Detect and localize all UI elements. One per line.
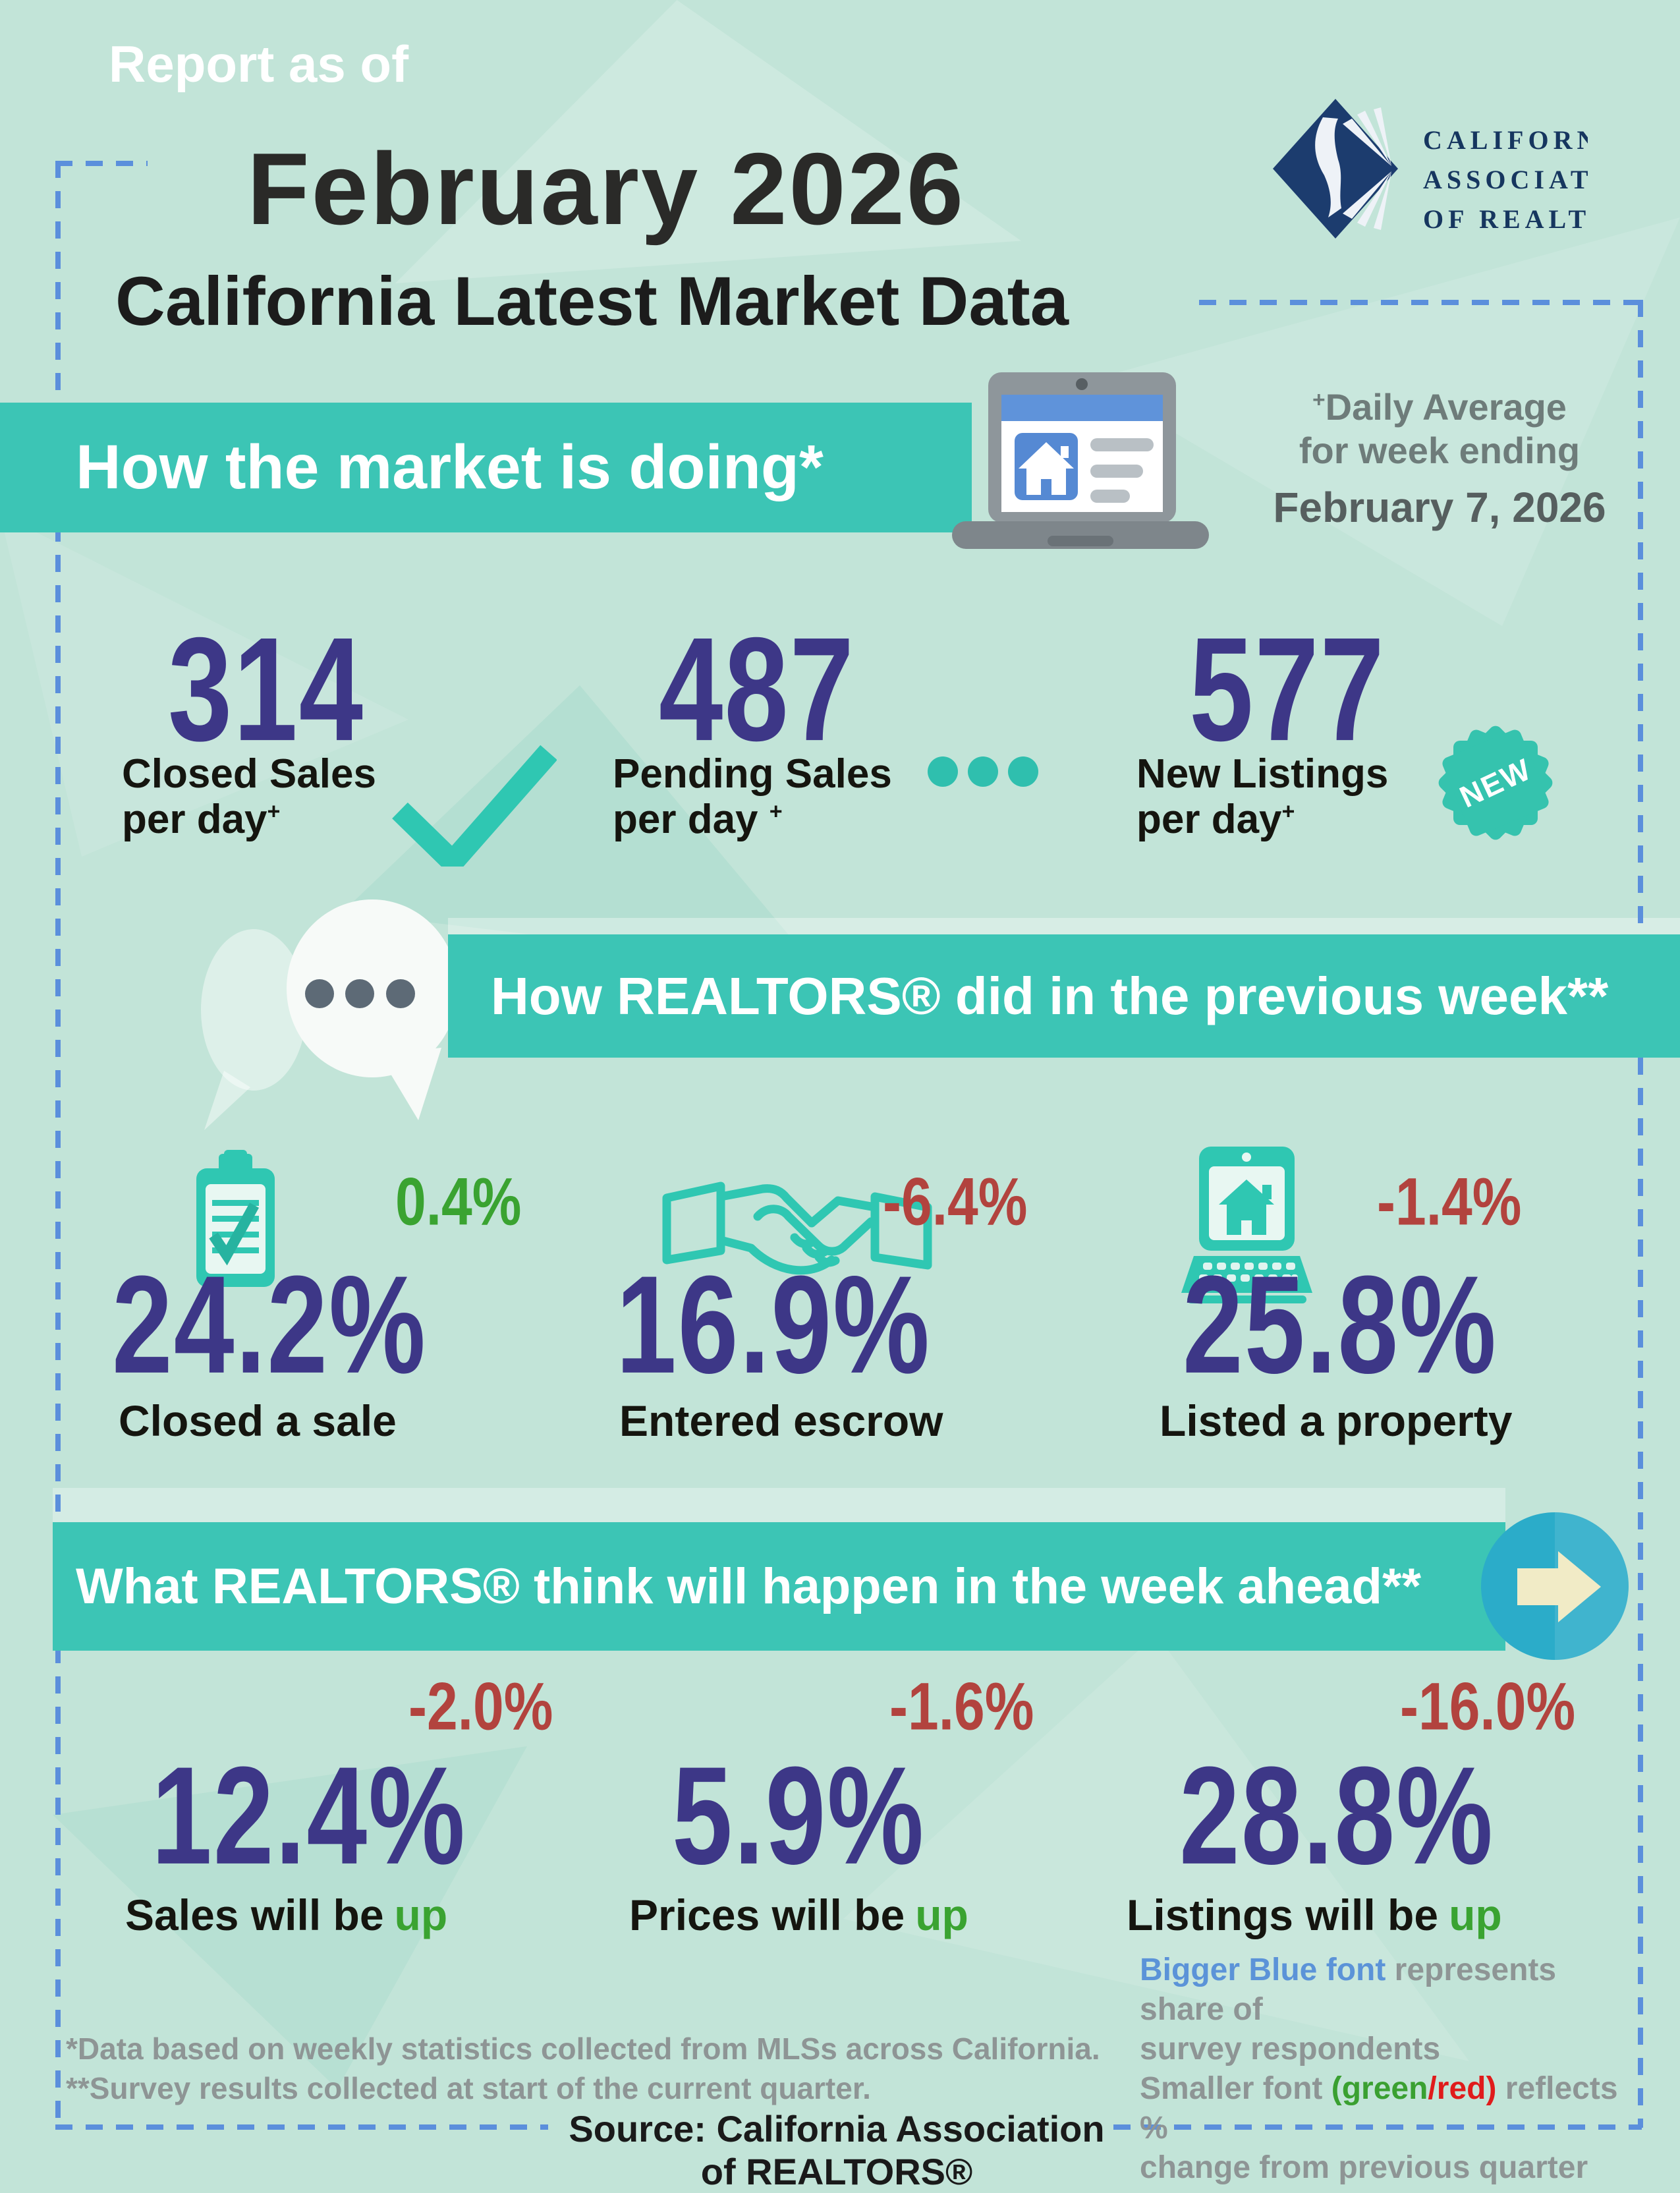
logo-line-3: OF REALTORS®: [1423, 204, 1588, 234]
footnote-1: *Data based on weekly statistics collect…: [66, 2032, 1100, 2066]
banner-previous-week: How REALTORS® did in the previous week**: [448, 934, 1680, 1058]
source-text: Source: California Association of REALTO…: [569, 2108, 1105, 2192]
closed-sales-label: Closed Sales per day+: [122, 751, 376, 843]
car-logo: CALIFORNIA ASSOCIATION OF REALTORS®: [1272, 98, 1678, 242]
clipboard-check-icon: [191, 1150, 280, 1295]
listed-property-label: Listed a property: [1160, 1396, 1513, 1445]
entered-escrow-label: Entered escrow: [619, 1396, 943, 1445]
arrow-right-icon: [1479, 1510, 1631, 1665]
new-listings-value: 577: [1189, 608, 1386, 772]
sales-forecast-change: -2.0%: [408, 1668, 553, 1744]
bubble-dots-icon: [305, 979, 415, 1011]
speech-bubble-tail: [369, 1048, 448, 1130]
logo-line-1: CALIFORNIA: [1423, 125, 1588, 155]
entered-escrow-change: -6.4%: [883, 1163, 1028, 1239]
frame-bottom-right: [1113, 2124, 1642, 2130]
banner-forecast: What REALTORS® think will happen in the …: [53, 1522, 1505, 1651]
background-shape: [448, 918, 1680, 935]
listings-forecast-label: Listings will be up: [1127, 1891, 1502, 1939]
background-shape: [53, 1488, 1505, 1522]
pending-sales-label: Pending Sales per day +: [613, 751, 892, 843]
entered-escrow-value: 16.9%: [616, 1247, 931, 1402]
handshake-icon: [659, 1160, 936, 1305]
listings-forecast-change: -16.0%: [1400, 1668, 1576, 1744]
page-title: February 2026: [246, 132, 966, 246]
legend-green: (green: [1331, 2071, 1428, 2106]
new-badge-label: NEW: [1454, 751, 1537, 814]
closed-sale-value: 24.2%: [112, 1247, 427, 1402]
frame-bottom-left: [55, 2124, 548, 2130]
frame-right: [1638, 300, 1643, 2128]
new-badge-icon: NEW: [1433, 720, 1558, 845]
footnotes: *Data based on weekly statistics collect…: [66, 2030, 1100, 2109]
frame-left: [55, 161, 61, 2128]
sales-forecast-value: 12.4%: [152, 1738, 466, 1893]
legend-note: Bigger Blue font represents share of sur…: [1140, 1952, 1618, 2185]
laptop-house-hero-icon: [952, 372, 1209, 550]
car-diamond-icon: [1273, 99, 1398, 239]
daily-average-note: +Daily Average for week ending: [1299, 386, 1581, 472]
frame-top-left-stub: [55, 161, 148, 166]
listed-property-value: 25.8%: [1183, 1247, 1498, 1402]
legend-red: /red): [1428, 2071, 1497, 2106]
listings-forecast-value: 28.8%: [1179, 1738, 1494, 1893]
footnote-2: **Survey results collected at start of t…: [66, 2070, 871, 2105]
pending-sales-value: 487: [659, 608, 855, 772]
banner-market-label: How the market is doing*: [76, 432, 824, 502]
closed-sale-label: Closed a sale: [119, 1396, 397, 1445]
banner-previous-week-label: How REALTORS® did in the previous week**: [491, 966, 1609, 1025]
report-as-of: Report as of: [109, 35, 409, 93]
legend-blue: Bigger Blue font: [1140, 1952, 1386, 1987]
prices-forecast-value: 5.9%: [672, 1738, 926, 1893]
checkmark-icon: [392, 745, 557, 878]
plus-superscript: +: [1312, 387, 1326, 413]
laptop-house-icon: [1179, 1147, 1314, 1308]
logo-line-2: ASSOCIATION: [1423, 165, 1588, 194]
prices-forecast-change: -1.6%: [889, 1668, 1034, 1744]
closed-sales-value: 314: [168, 608, 364, 772]
week-ending-date: February 7, 2026: [1273, 484, 1606, 531]
banner-forecast-label: What REALTORS® think will happen in the …: [76, 1558, 1422, 1614]
ellipsis-dots-icon: [928, 756, 1048, 790]
frame-top-right: [1199, 300, 1642, 305]
prices-forecast-label: Prices will be up: [629, 1891, 968, 1939]
new-listings-label: New Listings per day+: [1136, 751, 1389, 843]
page-subtitle: California Latest Market Data: [115, 263, 1069, 340]
speech-bubble-back-tail: [198, 1068, 264, 1137]
banner-market: How the market is doing*: [0, 403, 972, 532]
sales-forecast-label: Sales will be up: [125, 1891, 448, 1939]
closed-sale-change: 0.4%: [395, 1163, 522, 1239]
listed-property-change: -1.4%: [1377, 1163, 1522, 1239]
